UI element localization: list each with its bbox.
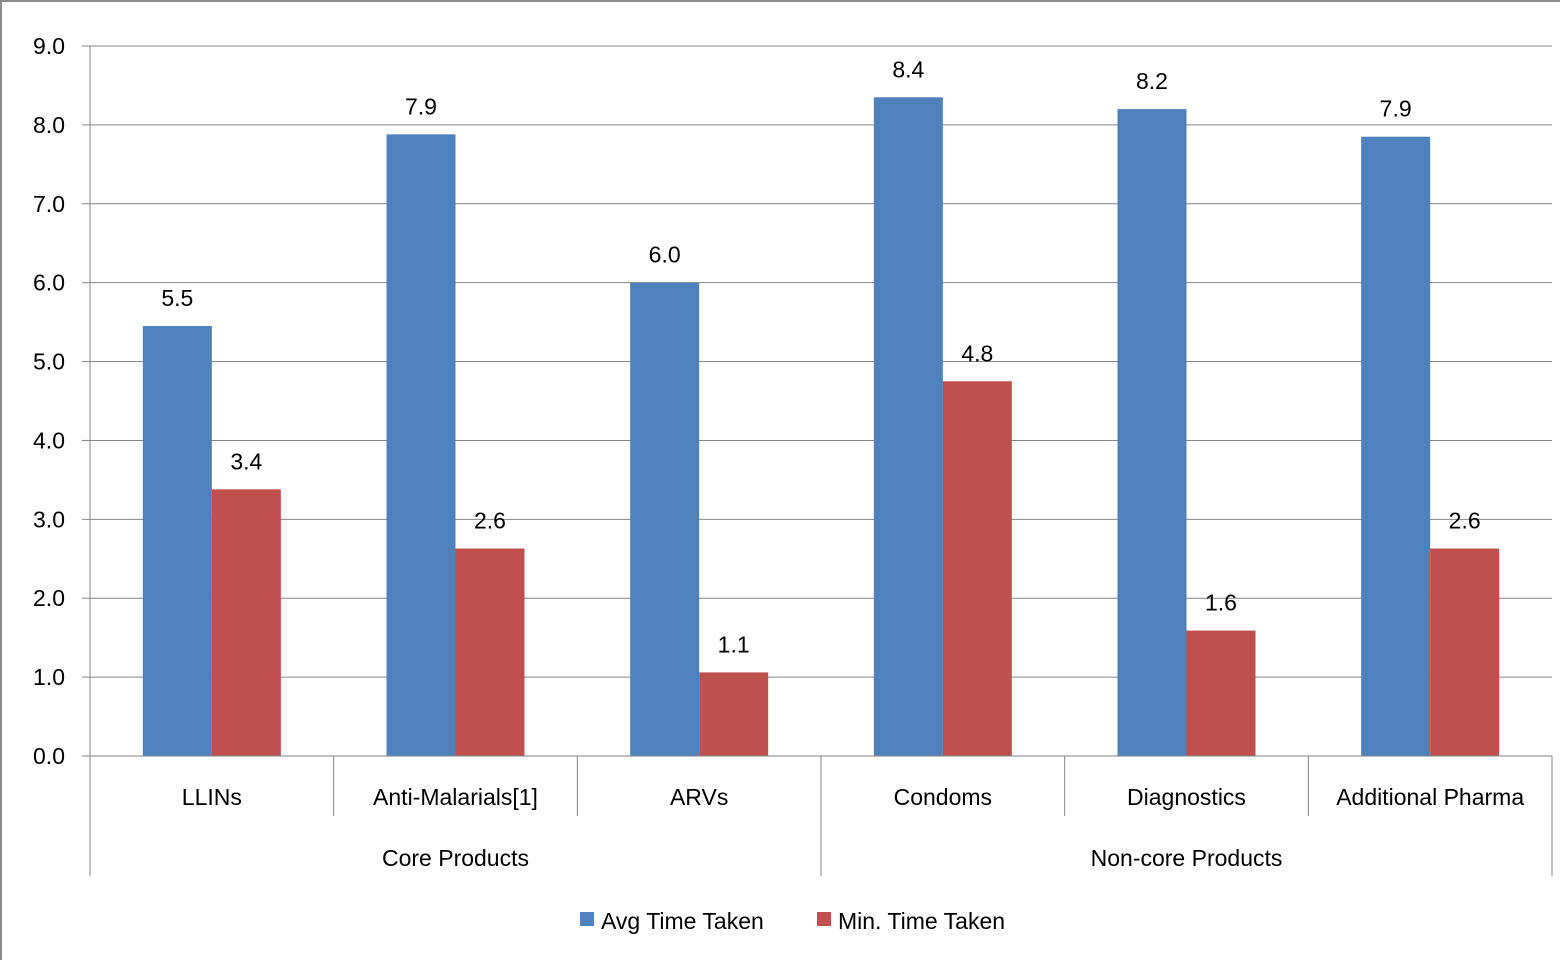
- y-tick-label: 9.0: [33, 33, 65, 59]
- y-tick-label: 5.0: [33, 349, 65, 375]
- y-axis: 0.0 1.0 2.0 3.0 4.0 5.0 6.0 7.0 8.0 9.0: [33, 33, 91, 769]
- bar-avg-0: [142, 326, 212, 756]
- y-tick-label: 7.0: [33, 191, 65, 217]
- category-label: Anti-Malarials[1]: [373, 784, 538, 810]
- category-label: Condoms: [894, 784, 992, 810]
- data-label: 8.2: [1136, 68, 1168, 94]
- bar-min-5: [1430, 548, 1500, 756]
- data-label: 8.4: [892, 56, 924, 82]
- bar-avg-1: [386, 134, 456, 756]
- data-label: 4.8: [961, 340, 993, 366]
- bar-min-3: [942, 381, 1012, 756]
- bars: [142, 97, 1500, 757]
- bar-min-1: [455, 548, 525, 756]
- bar-avg-5: [1361, 136, 1431, 756]
- legend-label: Min. Time Taken: [838, 908, 1005, 934]
- data-label: 2.6: [474, 508, 506, 534]
- y-tick-label: 6.0: [33, 270, 65, 296]
- category-label: Diagnostics: [1127, 784, 1246, 810]
- bar-min-0: [211, 489, 281, 756]
- data-label: 7.9: [405, 93, 437, 119]
- gridlines: [90, 45, 1552, 678]
- data-labels: 5.5 3.4 7.9 2.6 6.0 1.1 8.4 4.8 8.2 1.6 7.9 2.6: [161, 56, 1480, 657]
- group-label: Core Products: [382, 845, 529, 871]
- group-label: Non-core Products: [1091, 845, 1283, 871]
- data-label: 6.0: [649, 242, 681, 268]
- category-label: LLINs: [182, 784, 242, 810]
- data-label: 2.6: [1449, 508, 1481, 534]
- y-tick-label: 4.0: [33, 427, 65, 453]
- y-tick-label: 8.0: [33, 112, 65, 138]
- x-axis: LLINs Anti-Malarials[1] ARVs Condoms Diagnos…: [89, 755, 1553, 876]
- data-label: 3.4: [230, 448, 262, 474]
- legend-label: Avg Time Taken: [601, 908, 764, 934]
- y-tick-label: 2.0: [33, 585, 65, 611]
- bar-avg-2: [630, 282, 700, 756]
- bar-avg-4: [1117, 109, 1187, 757]
- bar-min-2: [699, 672, 769, 756]
- legend: Avg Time Taken Min. Time Taken: [580, 908, 1005, 934]
- bar-avg-3: [873, 97, 943, 757]
- y-tick-label: 0.0: [33, 743, 65, 769]
- y-tick-label: 1.0: [33, 664, 65, 690]
- category-label: ARVs: [670, 784, 728, 810]
- data-label: 1.6: [1205, 590, 1237, 616]
- data-label: 1.1: [718, 631, 750, 657]
- legend-swatch: [817, 912, 831, 926]
- legend-swatch: [580, 912, 594, 926]
- y-tick-label: 3.0: [33, 506, 65, 532]
- data-label: 5.5: [161, 285, 193, 311]
- bar-min-4: [1186, 630, 1256, 756]
- category-label: Additional Pharma: [1336, 784, 1524, 810]
- data-label: 7.9: [1380, 96, 1412, 122]
